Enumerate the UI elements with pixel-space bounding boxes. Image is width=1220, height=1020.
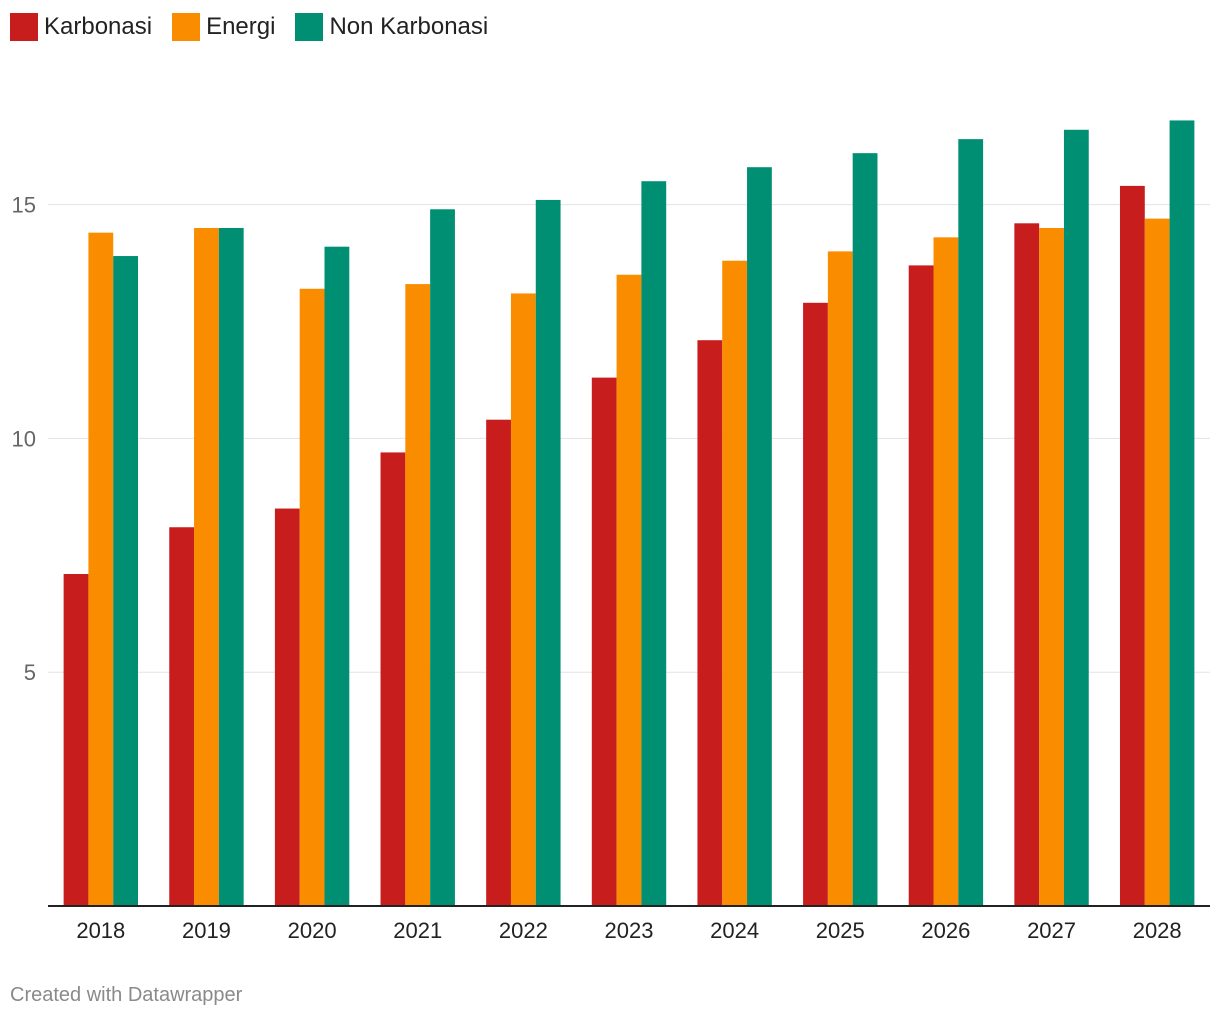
bar-energi-2027 [1039, 227, 1064, 906]
legend-item-non-karbonasi: Non Karbonasi [295, 13, 488, 41]
bar-karbonasi-2028 [1119, 185, 1145, 907]
bar-energi-2020 [299, 288, 325, 906]
legend: Karbonasi Energi Non Karbonasi [10, 12, 508, 42]
legend-swatch-karbonasi [10, 13, 38, 41]
legend-item-karbonasi: Karbonasi [10, 13, 152, 41]
bar-karbonasi-2019 [169, 527, 195, 906]
bar-energi-2021 [405, 284, 431, 906]
bar-karbonasi-2020 [274, 508, 300, 906]
bar-karbonasi-2024 [697, 340, 723, 907]
bar-energi-2018 [88, 232, 114, 907]
bar-non-karbonasi-2028 [1169, 120, 1195, 907]
x-tick-label-2020: 2020 [288, 918, 337, 943]
x-tick-label-2018: 2018 [76, 918, 125, 943]
bar-energi-2024 [722, 260, 748, 906]
bar-energi-2026 [933, 237, 959, 906]
x-axis: 2018 2019 2020 2021 2022 2023 2024 2025 2026 2027… [48, 905, 1210, 943]
legend-item-energi: Energi [172, 13, 275, 41]
y-tick-label-5: 5 [24, 660, 36, 685]
x-tick-label-2027: 2027 [1027, 918, 1076, 943]
bar-karbonasi-2025 [803, 302, 828, 906]
x-tick-label-2019: 2019 [182, 918, 231, 943]
bar-non-karbonasi-2020 [324, 246, 350, 907]
x-tick-label-2024: 2024 [710, 918, 759, 943]
bar-non-karbonasi-2027 [1063, 129, 1089, 906]
bar-energi-2023 [616, 274, 642, 906]
footer-credit: Created with Datawrapper [10, 984, 243, 1006]
x-tick-label-2025: 2025 [816, 918, 865, 943]
legend-swatch-energi [172, 13, 201, 41]
bars [63, 120, 1195, 907]
bar-energi-2025 [827, 251, 853, 906]
bar-karbonasi-2026 [908, 265, 934, 906]
bar-energi-2019 [194, 227, 219, 906]
bar-non-karbonasi-2021 [430, 209, 455, 907]
bar-non-karbonasi-2024 [747, 167, 772, 906]
legend-swatch-non-karbonasi [295, 13, 324, 41]
x-tick-label-2022: 2022 [499, 918, 548, 943]
bar-non-karbonasi-2022 [535, 199, 561, 906]
bar-non-karbonasi-2023 [641, 181, 667, 907]
x-tick-label-2028: 2028 [1133, 918, 1182, 943]
bar-energi-2022 [510, 293, 536, 907]
bar-karbonasi-2022 [486, 419, 511, 906]
bar-non-karbonasi-2025 [852, 153, 878, 906]
x-tick-label-2026: 2026 [921, 918, 970, 943]
y-tick-label-10: 10 [12, 426, 36, 451]
x-tick-label-2021: 2021 [393, 918, 442, 943]
bar-energi-2028 [1144, 218, 1170, 906]
bar-karbonasi-2023 [591, 377, 617, 907]
bar-non-karbonasi-2018 [113, 256, 139, 907]
y-tick-label-15: 15 [12, 193, 36, 218]
legend-label-non-karbonasi: Non Karbonasi [329, 13, 489, 40]
bar-non-karbonasi-2026 [958, 139, 984, 907]
bar-karbonasi-2027 [1014, 223, 1040, 907]
legend-label-energi: Energi [206, 13, 276, 40]
legend-label-karbonasi: Karbonasi [44, 13, 153, 40]
bar-karbonasi-2018 [63, 574, 89, 906]
x-tick-label-2023: 2023 [605, 918, 654, 943]
bar-karbonasi-2021 [380, 452, 406, 906]
bar-non-karbonasi-2019 [218, 227, 244, 906]
